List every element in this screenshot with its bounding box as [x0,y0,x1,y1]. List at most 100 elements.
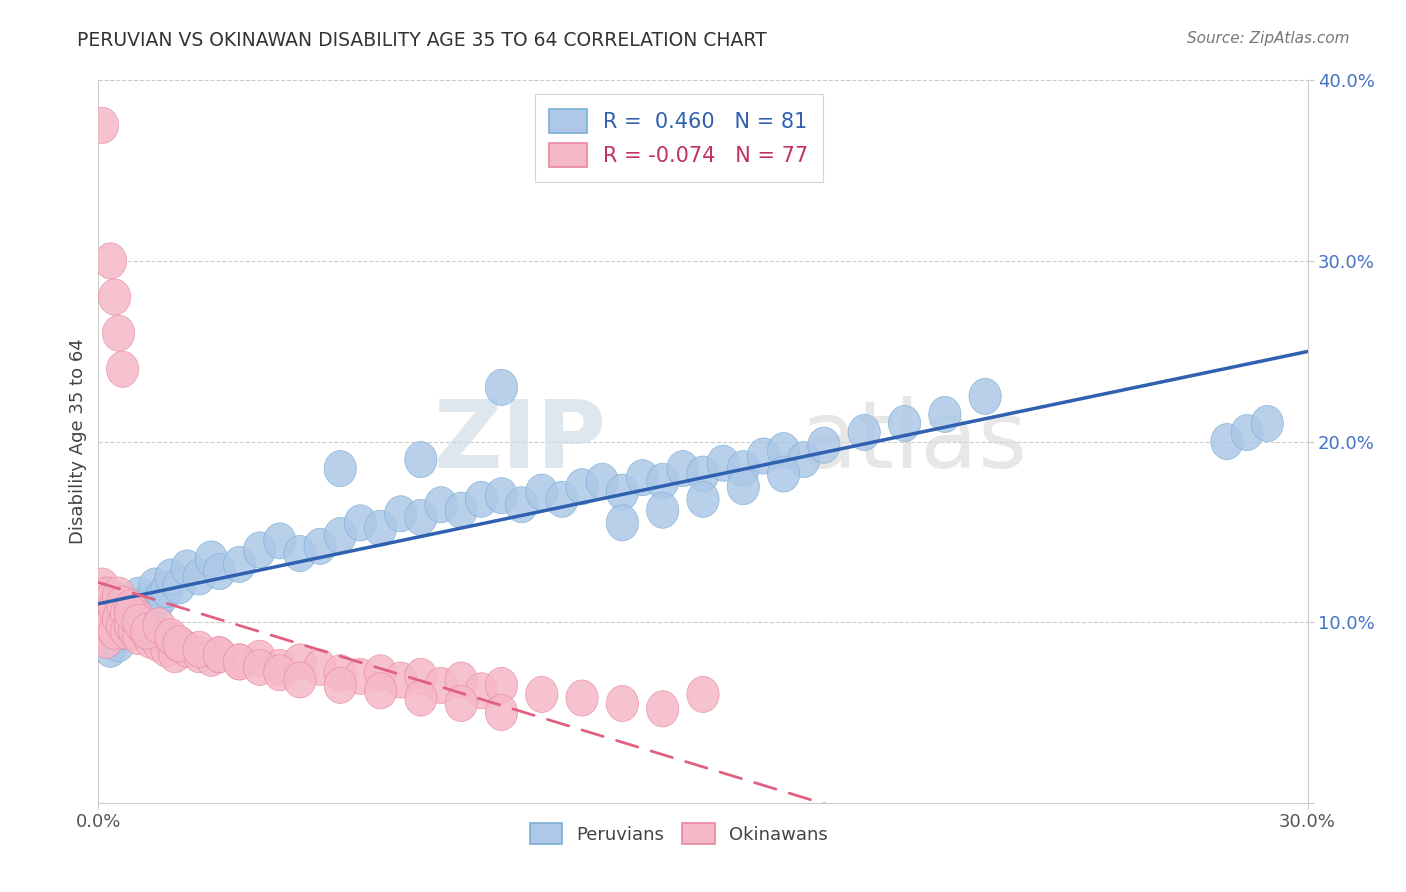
Ellipse shape [204,637,235,673]
Ellipse shape [1251,405,1284,442]
Ellipse shape [586,463,619,500]
Ellipse shape [183,559,215,595]
Ellipse shape [546,482,578,517]
Ellipse shape [103,607,135,644]
Ellipse shape [155,623,187,658]
Ellipse shape [150,572,183,607]
Ellipse shape [155,559,187,595]
Ellipse shape [264,523,295,559]
Ellipse shape [243,532,276,568]
Ellipse shape [768,456,800,492]
Ellipse shape [103,626,135,662]
Ellipse shape [98,279,131,315]
Ellipse shape [143,607,174,644]
Ellipse shape [94,607,127,644]
Ellipse shape [707,445,740,482]
Ellipse shape [114,613,146,649]
Ellipse shape [111,586,143,623]
Ellipse shape [425,487,457,523]
Ellipse shape [889,405,921,442]
Ellipse shape [567,468,598,505]
Ellipse shape [90,604,122,640]
Ellipse shape [118,595,150,632]
Ellipse shape [90,623,122,658]
Ellipse shape [688,456,718,492]
Ellipse shape [143,626,174,662]
Ellipse shape [385,496,416,532]
Ellipse shape [155,618,187,655]
Ellipse shape [90,604,122,640]
Y-axis label: Disability Age 35 to 64: Disability Age 35 to 64 [69,339,87,544]
Ellipse shape [647,492,679,528]
Ellipse shape [86,613,118,649]
Ellipse shape [146,577,179,613]
Ellipse shape [107,607,139,644]
Ellipse shape [195,640,228,676]
Ellipse shape [94,632,127,667]
Ellipse shape [526,474,558,510]
Ellipse shape [405,500,437,535]
Ellipse shape [163,626,195,662]
Legend: Peruvians, Okinawans: Peruvians, Okinawans [522,816,835,852]
Ellipse shape [465,482,498,517]
Ellipse shape [98,613,131,649]
Ellipse shape [1211,424,1243,459]
Ellipse shape [122,600,155,637]
Ellipse shape [727,468,759,505]
Ellipse shape [405,658,437,694]
Ellipse shape [127,607,159,644]
Ellipse shape [465,673,498,709]
Ellipse shape [304,649,336,685]
Ellipse shape [86,595,118,632]
Ellipse shape [344,505,377,541]
Ellipse shape [90,623,122,658]
Ellipse shape [284,644,316,680]
Ellipse shape [111,604,143,640]
Ellipse shape [98,590,131,626]
Ellipse shape [114,607,146,644]
Ellipse shape [172,632,204,667]
Ellipse shape [135,623,167,658]
Ellipse shape [567,680,598,716]
Ellipse shape [929,396,960,433]
Ellipse shape [86,568,118,604]
Ellipse shape [405,680,437,716]
Ellipse shape [969,378,1001,415]
Ellipse shape [135,590,167,626]
Ellipse shape [446,685,477,722]
Ellipse shape [364,510,396,546]
Ellipse shape [787,442,820,477]
Ellipse shape [385,662,416,698]
Ellipse shape [1232,415,1263,450]
Ellipse shape [405,442,437,477]
Ellipse shape [122,590,155,626]
Ellipse shape [139,568,172,604]
Ellipse shape [103,582,135,618]
Ellipse shape [364,673,396,709]
Ellipse shape [90,577,122,613]
Ellipse shape [264,649,295,685]
Ellipse shape [94,590,127,626]
Ellipse shape [86,613,118,649]
Ellipse shape [284,535,316,572]
Ellipse shape [224,644,256,680]
Ellipse shape [98,604,131,640]
Ellipse shape [159,637,191,673]
Ellipse shape [118,613,150,649]
Ellipse shape [107,351,139,387]
Ellipse shape [647,463,679,500]
Ellipse shape [364,655,396,690]
Ellipse shape [344,658,377,694]
Ellipse shape [848,415,880,450]
Text: ZIP: ZIP [433,395,606,488]
Ellipse shape [688,482,718,517]
Ellipse shape [122,577,155,613]
Ellipse shape [183,637,215,673]
Ellipse shape [606,474,638,510]
Ellipse shape [86,595,118,632]
Ellipse shape [114,590,146,626]
Ellipse shape [526,676,558,713]
Ellipse shape [90,577,122,613]
Ellipse shape [183,632,215,667]
Ellipse shape [304,528,336,565]
